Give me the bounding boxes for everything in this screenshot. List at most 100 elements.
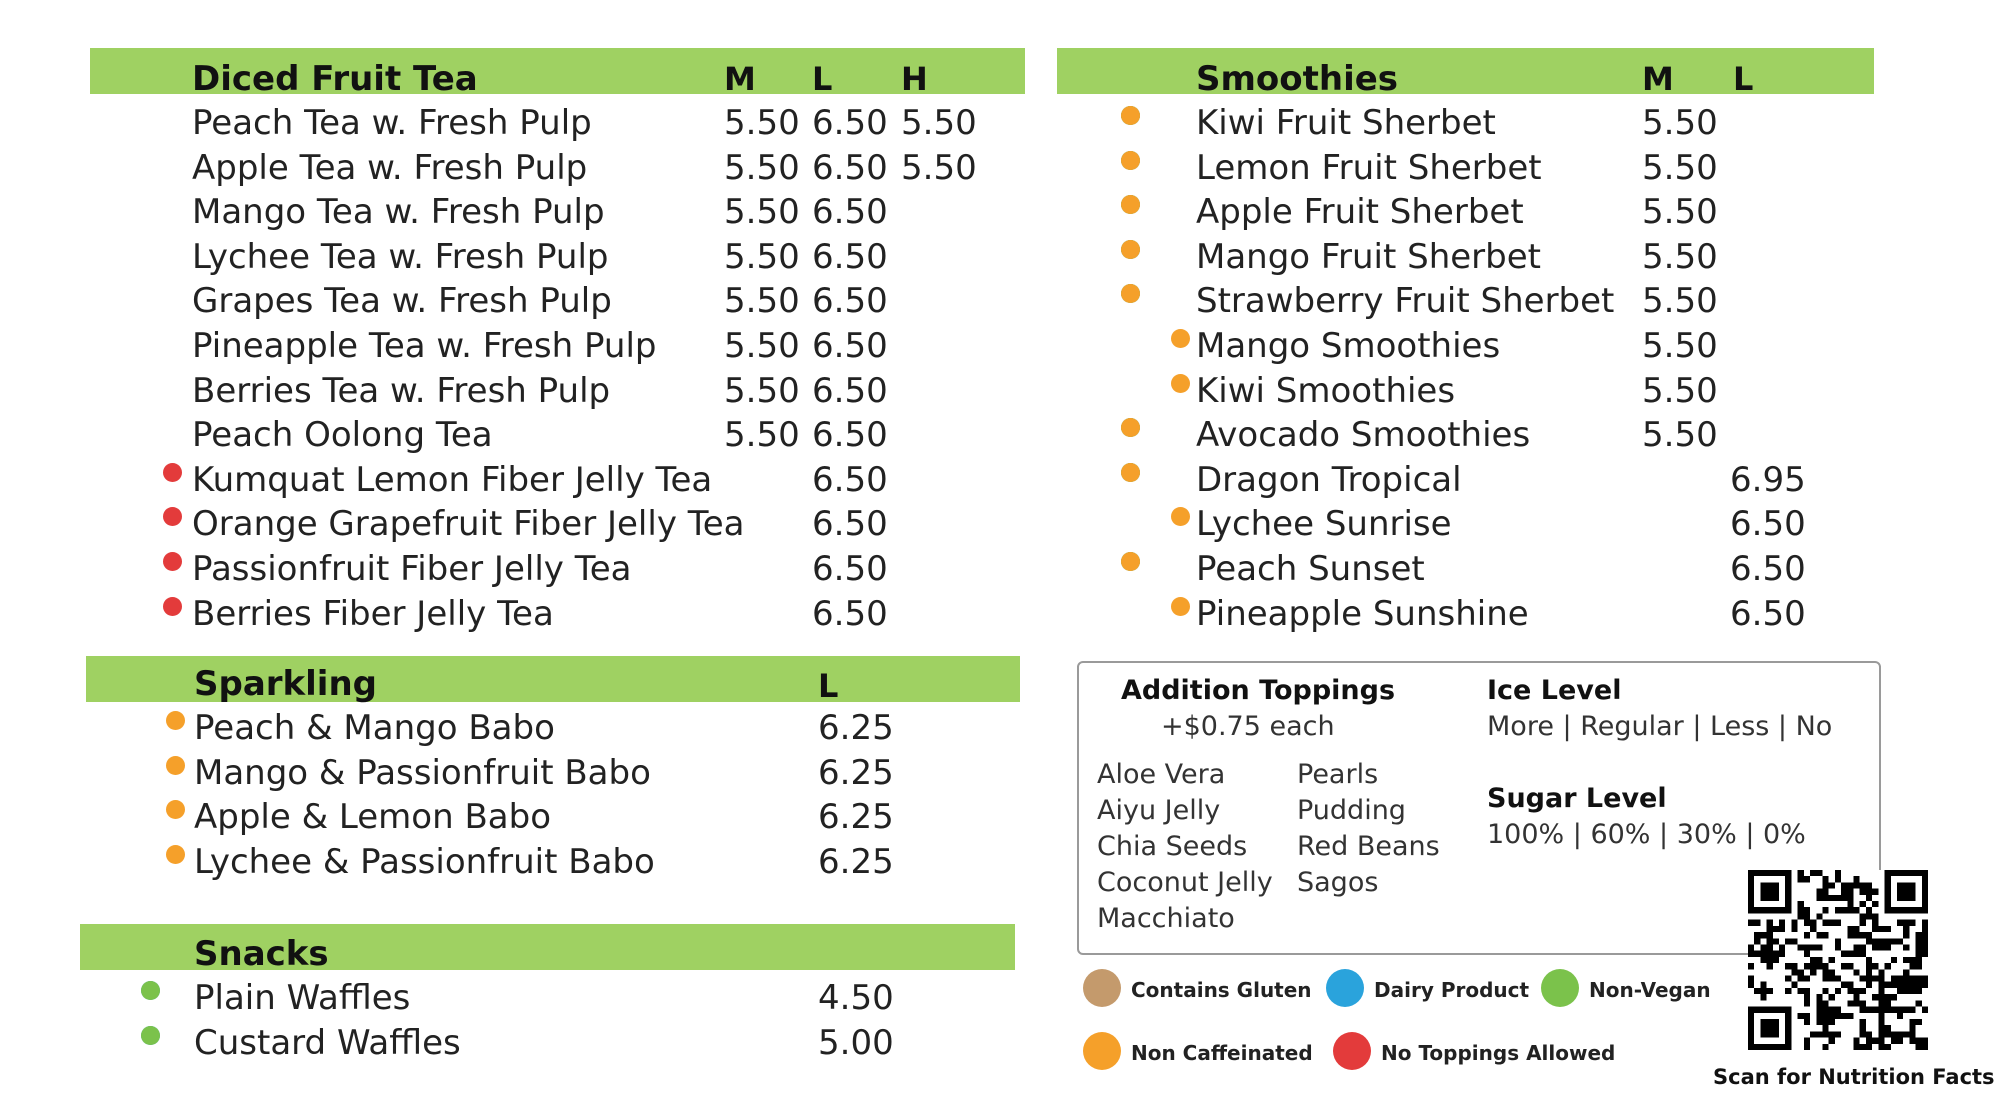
qr-module <box>1915 1037 1922 1044</box>
qr-module <box>1884 882 1891 889</box>
menu-item-row: Peach Tea w. Fresh Pulp 5.50 6.50 5.50 <box>0 106 1040 150</box>
qr-module <box>1859 888 1866 895</box>
qr-module <box>1847 907 1854 914</box>
qr-module <box>1921 938 1928 945</box>
qr-module <box>1816 1031 1823 1038</box>
qr-module <box>1890 938 1897 945</box>
qr-module <box>1810 870 1817 877</box>
qr-module <box>1884 870 1891 877</box>
smoothies-list: Kiwi Fruit Sherbet 5.50 Lemon Fruit Sherbe… <box>1040 106 1940 646</box>
sparkling-header-bar <box>86 656 1020 702</box>
qr-module <box>1872 913 1879 920</box>
non-caffeinated-dot-icon <box>1083 1032 1121 1070</box>
qr-module <box>1772 1025 1780 1032</box>
qr-module <box>1853 1043 1860 1050</box>
qr-module <box>1803 1043 1811 1050</box>
qr-module <box>1772 907 1780 914</box>
menu-item-row: Passionfruit Fiber Jelly Tea 6.50 <box>0 552 1040 596</box>
qr-module <box>1760 1025 1767 1032</box>
qr-module <box>1872 963 1879 970</box>
qr-module <box>1766 1006 1773 1013</box>
price-price: 4.50 <box>818 978 894 1018</box>
qr-module <box>1865 1006 1873 1013</box>
menu-item-row: Custard Waffles 5.00 <box>0 1025 1040 1070</box>
qr-module <box>1785 876 1792 883</box>
menu-item-row: Mango & Passionfruit Babo 6.25 <box>0 755 1040 800</box>
qr-module <box>1797 907 1804 914</box>
qr-module <box>1828 1018 1835 1026</box>
qr-module <box>1896 894 1904 902</box>
qr-module <box>1921 1043 1928 1050</box>
qr-module <box>1803 1000 1811 1007</box>
qr-module <box>1884 1025 1891 1032</box>
qr-module <box>1903 919 1910 926</box>
qr-module <box>1760 944 1767 951</box>
menu-item-row: Lemon Fruit Sherbet 5.50 <box>1040 150 1940 195</box>
price-h: 5.50 <box>901 103 977 143</box>
qr-module <box>1754 938 1761 945</box>
qr-module <box>1903 894 1910 902</box>
qr-module <box>1766 925 1773 933</box>
qr-module <box>1890 1006 1897 1013</box>
qr-module <box>1772 1018 1780 1026</box>
qr-module <box>1903 969 1910 976</box>
qr-module <box>1828 1037 1835 1044</box>
qr-module <box>1896 975 1904 982</box>
menu-item-name: Avocado Smoothies <box>1196 415 1531 456</box>
qr-module <box>1878 987 1885 995</box>
qr-module <box>1816 963 1823 970</box>
menu-item-name: Mango Fruit Sherbet <box>1196 236 1541 277</box>
qr-module <box>1903 1031 1910 1038</box>
snacks-list: Plain Waffles 4.50 Custard Waffles 5.00 <box>0 981 1040 1081</box>
qr-module <box>1785 963 1792 970</box>
qr-module <box>1779 919 1786 926</box>
qr-module <box>1872 1006 1879 1013</box>
qr-module <box>1822 1018 1829 1026</box>
qr-module <box>1878 1018 1885 1026</box>
price-l: 6.50 <box>1730 549 1806 589</box>
qr-module <box>1909 981 1916 988</box>
qr-module <box>1766 1018 1773 1026</box>
qr-module <box>1803 1037 1811 1044</box>
menu-item-row: Kiwi Smoothies 5.50 <box>1040 373 1940 418</box>
qr-module <box>1865 956 1873 964</box>
qr-module <box>1915 950 1922 957</box>
qr-module <box>1909 919 1916 926</box>
qr-module <box>1853 907 1860 914</box>
price-m: 5.50 <box>724 370 800 411</box>
menu-item-name: Plain Waffles <box>194 978 411 1018</box>
qr-module <box>1810 969 1817 976</box>
qr-module <box>1748 963 1755 970</box>
qr-module <box>1847 963 1854 970</box>
price-m: 5.50 <box>1642 236 1718 277</box>
qr-module <box>1803 1018 1811 1026</box>
qr-module <box>1748 950 1755 957</box>
qr-module <box>1896 870 1904 877</box>
qr-module <box>1834 1031 1842 1038</box>
qr-module <box>1921 882 1928 889</box>
qr-module <box>1760 870 1767 877</box>
snacks-title: Snacks <box>194 934 329 974</box>
qr-module <box>1865 969 1873 976</box>
qr-code-icon[interactable] <box>1748 870 1928 1050</box>
qr-module <box>1884 1000 1891 1007</box>
qr-module <box>1865 894 1873 902</box>
qr-module <box>1760 994 1767 1001</box>
topping-item: Aiyu Jelly <box>1097 795 1221 826</box>
qr-module <box>1816 888 1823 895</box>
price-m: 5.50 <box>724 103 800 143</box>
qr-module <box>1834 907 1842 914</box>
green-dot-icon <box>141 981 160 1000</box>
menu-item-name: Dragon Tropical <box>1196 459 1462 500</box>
qr-module <box>1847 1000 1854 1007</box>
menu-item-name: Grapes Tea w. Fresh Pulp <box>192 281 612 322</box>
orange-dot-icon <box>1171 507 1190 527</box>
menu-item-name: Kiwi Fruit Sherbet <box>1196 103 1496 143</box>
qr-module <box>1872 901 1879 908</box>
qr-module <box>1853 882 1860 889</box>
qr-module <box>1915 975 1922 982</box>
qr-module <box>1865 882 1873 889</box>
price-l: 6.50 <box>812 593 888 634</box>
qr-module <box>1748 1043 1755 1050</box>
qr-module <box>1859 950 1866 957</box>
